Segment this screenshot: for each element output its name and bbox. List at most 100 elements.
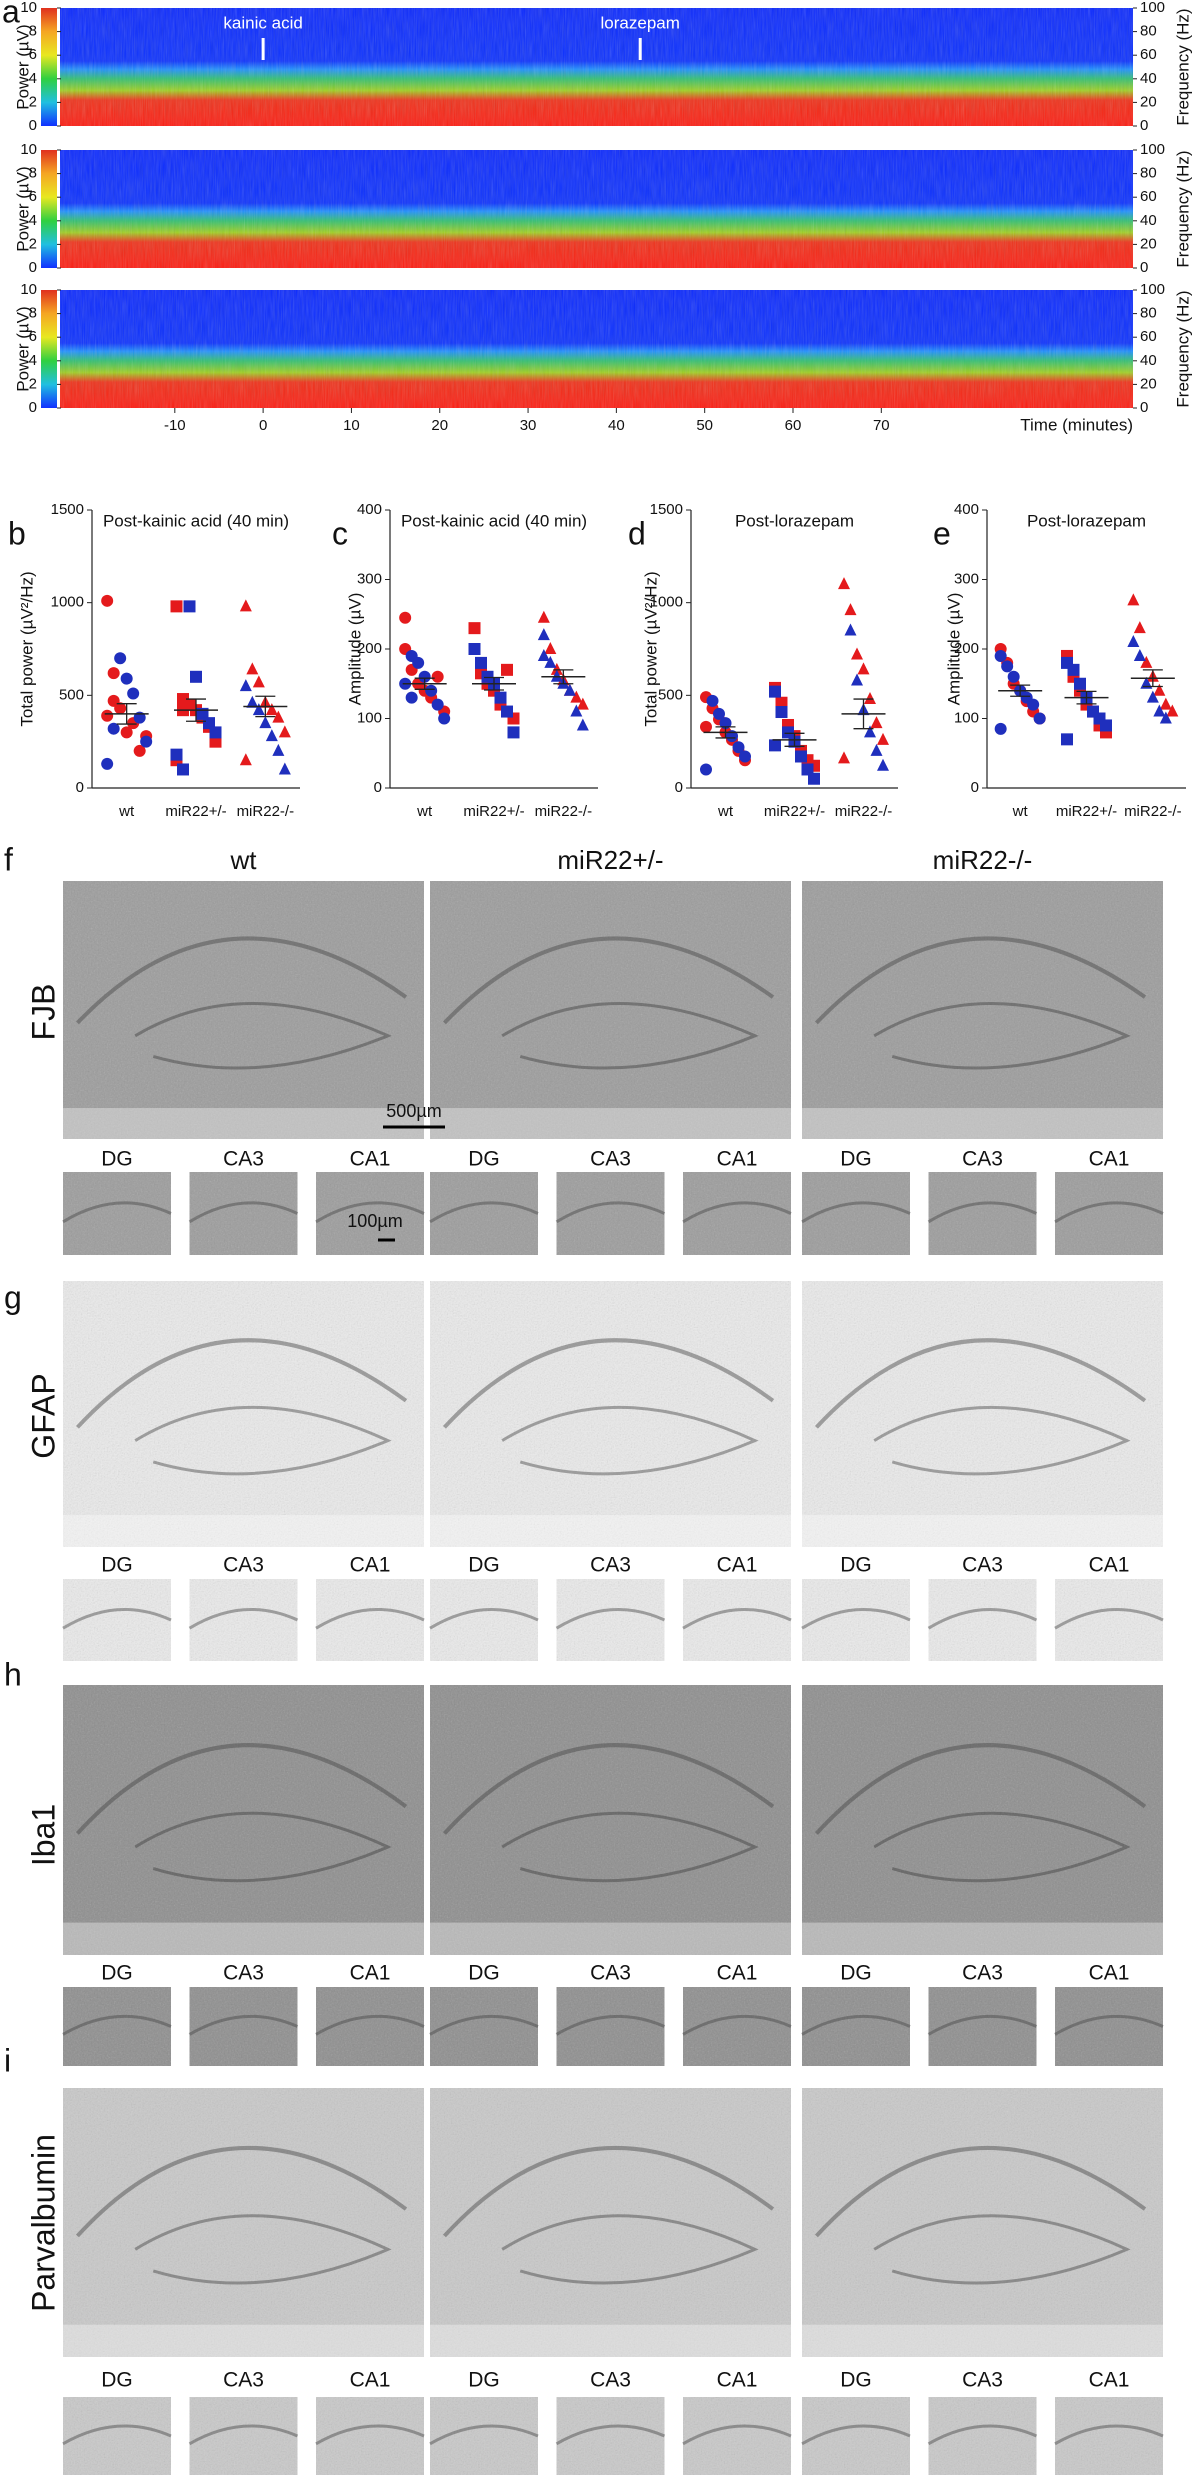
y-tick-label: 0 (29, 117, 37, 134)
data-point (713, 707, 725, 720)
y-tick-label: 200 (954, 640, 979, 657)
cell-layer (442, 1743, 775, 1835)
y-tick-label: 6 (29, 46, 37, 63)
data-point (431, 670, 444, 683)
data-point (468, 622, 481, 635)
micrograph-texture (63, 2397, 171, 2475)
micrograph-texture (63, 1987, 171, 2066)
x-tick-label: 60 (785, 417, 802, 434)
micrograph-texture (430, 881, 791, 1139)
data-point (101, 757, 114, 770)
cell-layer (814, 1743, 1147, 1835)
micrograph-texture (63, 1172, 171, 1255)
y2-tick-label: 0 (1140, 259, 1148, 276)
cell-layer (62, 2014, 172, 2036)
data-point (170, 600, 183, 613)
region-label: CA1 (717, 1554, 758, 1577)
y-tick-label: 8 (29, 23, 37, 40)
data-point (706, 694, 719, 707)
x-tick-label: 0 (259, 417, 267, 434)
region-label: CA3 (962, 1148, 1003, 1171)
annotation: lorazepam (601, 13, 680, 32)
data-point (399, 611, 412, 624)
data-point (864, 692, 876, 705)
y2-axis-title: Frequency (Hz) (1173, 150, 1192, 267)
y-tick-label: 2 (29, 93, 37, 110)
x-tick-label: wt (1012, 803, 1029, 820)
y2-tick-label: 80 (1140, 165, 1157, 182)
cell-layer (62, 1607, 172, 1630)
data-point (1100, 719, 1112, 732)
x-tick-label: 40 (608, 417, 625, 434)
panel-letter: e (933, 515, 951, 551)
x-tick-label: miR22-/- (237, 803, 295, 820)
cell-layer (801, 1201, 911, 1224)
region-label: CA3 (223, 2369, 264, 2392)
spectrogram-noise (60, 290, 1133, 408)
micrograph-texture (1055, 1987, 1163, 2066)
data-point (838, 577, 850, 590)
micrograph-texture (189, 1579, 298, 1661)
micrograph-texture (316, 1579, 424, 1661)
x-tick-label: 50 (696, 417, 713, 434)
cell-layer (442, 936, 775, 1025)
region-label: CA1 (1089, 1554, 1130, 1577)
column-header: wt (230, 845, 258, 875)
panel-letter: c (332, 515, 348, 551)
data-point (1159, 697, 1172, 710)
data-point (494, 691, 507, 704)
y-axis-title: Power (µV) (13, 24, 32, 109)
data-point (700, 763, 712, 776)
region-label: DG (840, 1148, 872, 1171)
y-tick-label: 2 (29, 235, 37, 252)
data-point (239, 753, 252, 766)
spectrogram-noise (60, 8, 1133, 126)
data-point (418, 670, 431, 683)
scale-bar-label: 500µm (386, 1101, 441, 1121)
y-tick-label: 1000 (51, 594, 84, 611)
region-label: DG (468, 2369, 500, 2392)
data-point (405, 691, 418, 704)
micrograph-texture (189, 1987, 298, 2066)
histology-row: g GFAP DG CA3 CA1 DG CA3 CA1 DG CA3 CA1 (4, 1279, 1164, 1661)
data-point (877, 732, 889, 745)
cell-layer (188, 1201, 299, 1224)
cell-layer (75, 1743, 408, 1835)
x-tick-label: -10 (164, 417, 186, 434)
cell-layer (442, 1338, 775, 1429)
cell-layer (1054, 1607, 1164, 1630)
data-point (844, 623, 857, 636)
data-point (209, 726, 222, 739)
data-point (252, 703, 265, 716)
cell-layer (315, 2014, 425, 2036)
y-tick-label: 0 (76, 779, 84, 796)
micrograph-texture (1055, 1172, 1163, 1255)
micrograph-texture (928, 1987, 1037, 2066)
cell-layer (315, 1201, 425, 1224)
y-tick-label: 0 (675, 779, 683, 796)
region-label: CA3 (962, 1554, 1003, 1577)
y-tick-label: 300 (357, 570, 382, 587)
cell-layer (188, 2424, 299, 2446)
micrograph-texture (189, 2397, 298, 2475)
data-point (278, 725, 291, 738)
region-label: CA1 (1089, 2369, 1130, 2392)
region-label: CA1 (1089, 1962, 1130, 1985)
region-label: DG (101, 1962, 133, 1985)
y-tick-label: 100 (357, 709, 382, 726)
cell-layer (75, 936, 408, 1025)
micrograph-texture (802, 1579, 910, 1661)
histology-row: i Parvalbumin DG CA3 CA1 DG CA3 CA1 DG CA3 CA1 (4, 2042, 1164, 2475)
data-point (177, 763, 189, 776)
micrograph-texture (556, 1172, 665, 1255)
data-point (844, 603, 857, 616)
data-point (563, 683, 576, 696)
data-point (808, 772, 820, 785)
region-label: CA3 (223, 1962, 264, 1985)
cell-layer (134, 2214, 392, 2285)
panel-letter: b (8, 515, 26, 551)
region-label: CA1 (717, 1962, 758, 1985)
cell-layer (801, 1607, 911, 1630)
